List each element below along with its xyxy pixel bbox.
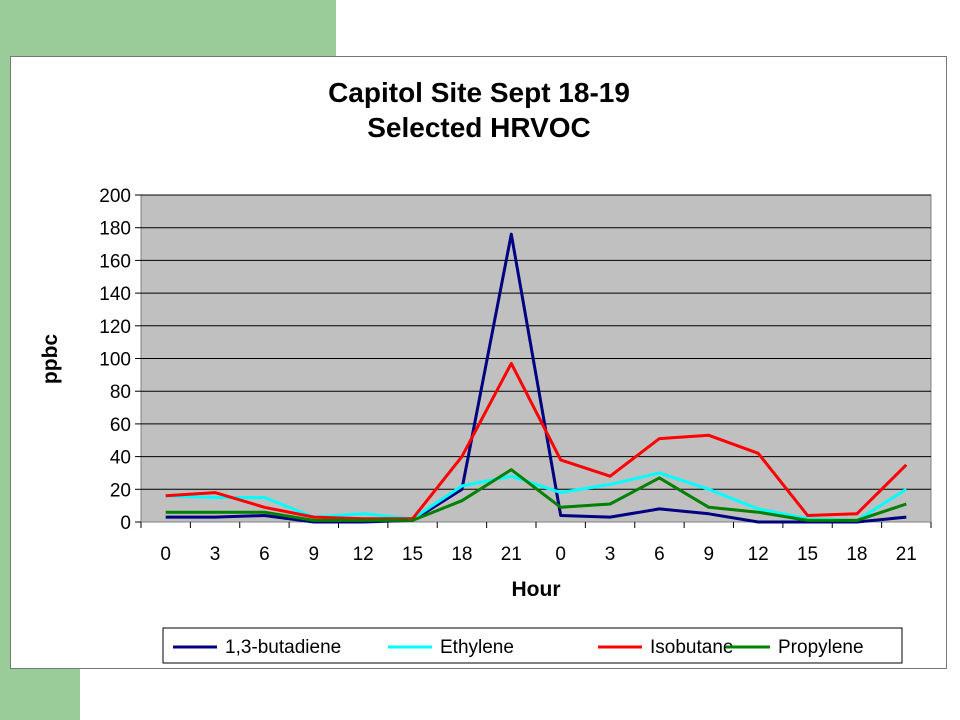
x-tick-label: 9 xyxy=(704,544,715,565)
x-tick-label: 12 xyxy=(748,544,769,565)
series-lines xyxy=(165,232,908,524)
y-axis-ticks: 0 20 40 60 80 100 120 140 160 180 200 xyxy=(99,186,141,534)
y-tick-label: 180 xyxy=(99,219,131,240)
decorative-bottom-band xyxy=(0,668,80,720)
x-tick-label: 15 xyxy=(797,544,818,565)
x-tick-label: 21 xyxy=(896,544,917,565)
legend-label: Isobutane xyxy=(650,637,733,658)
y-tick-label: 40 xyxy=(110,448,131,469)
x-tick-label: 3 xyxy=(605,544,616,565)
y-axis-title: ppbc xyxy=(39,334,62,384)
chart-title-line-1: Capitol Site Sept 18-19 xyxy=(328,77,630,108)
decorative-top-band xyxy=(0,0,336,56)
y-tick-label: 80 xyxy=(110,382,131,403)
x-tick-label: 0 xyxy=(160,544,171,565)
x-tick-label: 9 xyxy=(309,544,320,565)
gridlines xyxy=(141,194,931,490)
legend-box xyxy=(162,627,903,664)
y-tick-label: 200 xyxy=(99,186,131,207)
legend-label: 1,3-butadiene xyxy=(225,637,341,658)
x-tick-label: 6 xyxy=(654,544,665,565)
y-tick-label: 120 xyxy=(99,317,131,338)
x-tick-label: 6 xyxy=(259,544,270,565)
series-line-0 xyxy=(165,232,907,524)
y-tick-label: 60 xyxy=(110,415,131,436)
series-line-1 xyxy=(165,471,908,522)
legend: 1,3-butadiene Ethylene Isobutane Propylene xyxy=(162,627,903,664)
x-axis-ticks: 0 3 6 9 12 15 18 21 0 3 6 9 12 15 18 21 xyxy=(140,522,932,565)
chart-title-line-2: Selected HRVOC xyxy=(367,112,591,143)
line-chart: Capitol Site Sept 18-19 Selected HRVOC 0… xyxy=(39,77,932,664)
legend-label: Ethylene xyxy=(440,637,514,658)
y-tick-label: 140 xyxy=(99,284,131,305)
x-tick-label: 18 xyxy=(451,544,472,565)
legend-label: Propylene xyxy=(778,637,864,658)
x-tick-label: 21 xyxy=(501,544,522,565)
y-tick-label: 0 xyxy=(120,513,131,534)
decorative-left-band xyxy=(0,0,12,720)
x-tick-label: 12 xyxy=(353,544,374,565)
y-tick-label: 160 xyxy=(99,251,131,272)
chart-frame: Capitol Site Sept 18-19 Selected HRVOC 0… xyxy=(10,56,947,669)
x-axis-title: Hour xyxy=(512,578,561,601)
series-line-3 xyxy=(165,468,907,522)
y-tick-label: 100 xyxy=(99,350,131,371)
series-line-2 xyxy=(165,361,908,521)
x-tick-label: 3 xyxy=(210,544,221,565)
x-tick-label: 18 xyxy=(846,544,867,565)
y-tick-label: 20 xyxy=(110,480,131,501)
x-tick-label: 0 xyxy=(555,544,566,565)
x-tick-label: 15 xyxy=(402,544,423,565)
